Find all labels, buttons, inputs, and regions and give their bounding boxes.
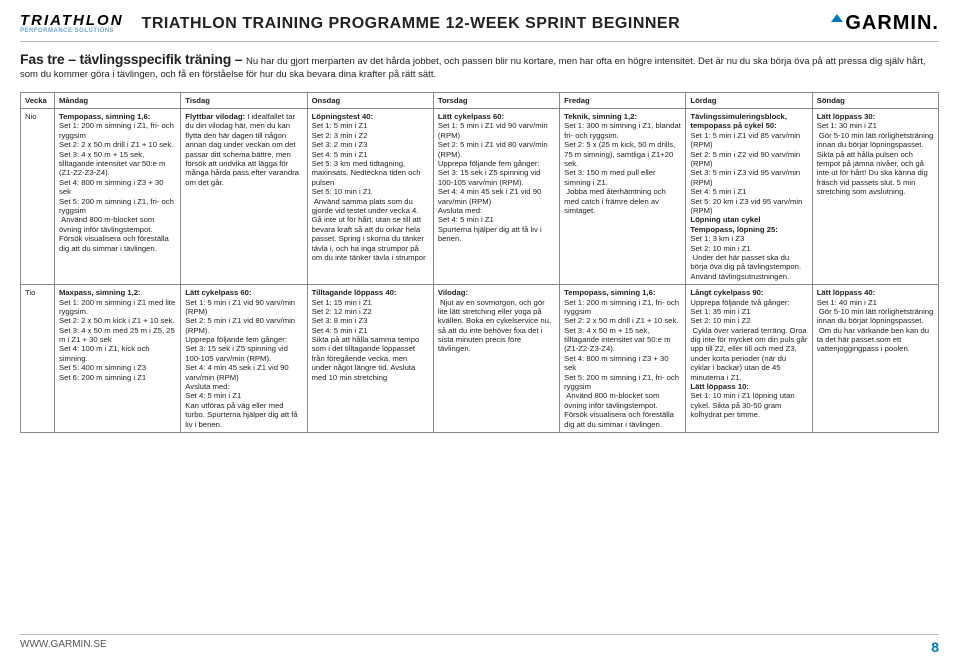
garmin-logo: GARMIN. (831, 12, 939, 35)
page-title: TRIATHLON TRAINING PROGRAMME 12-WEEK SPR… (142, 15, 832, 33)
col-wed: Onsdag (307, 92, 433, 108)
day-cell: Lätt cykelpass 60:Set 1: 5 min i Z1 vid … (181, 285, 307, 433)
day-cell: Flyttbar vilodag: I idealfallet tar du d… (181, 109, 307, 285)
col-week: Vecka (21, 92, 55, 108)
day-cell: Lätt löppass 30:Set 1: 30 min i Z1 Gör 5… (812, 109, 938, 285)
day-cell: Teknik, simning 1,2:Set 1: 300 m simning… (560, 109, 686, 285)
intro-paragraph: Fas tre – tävlingsspecifik träning – Nu … (20, 50, 939, 82)
col-fri: Fredag (560, 92, 686, 108)
page-number: 8 (931, 639, 939, 655)
day-cell: Lätt cykelpass 60:Set 1: 5 min i Z1 vid … (433, 109, 559, 285)
table-row: NioTempopass, simning 1,6:Set 1: 200 m s… (21, 109, 939, 285)
day-cell: Lätt löppass 40:Set 1: 40 min i Z1 Gör 5… (812, 285, 938, 433)
tri-logo-sub: PERFORMANCE SOLUTIONS (20, 28, 124, 34)
day-cell: Maxpass, simning 1,2:Set 1: 200 m simnin… (55, 285, 181, 433)
day-cell: Långt cykelpass 90:Upprepa följande två … (686, 285, 812, 433)
col-sat: Lördag (686, 92, 812, 108)
training-table: Vecka Måndag Tisdag Onsdag Torsdag Freda… (20, 92, 939, 433)
day-cell: Tilltagande löppass 40:Set 1: 15 min i Z… (307, 285, 433, 433)
triathlon-logo: TRIATHLON PERFORMANCE SOLUTIONS (20, 13, 124, 34)
tri-logo-main: TRIATHLON (20, 13, 124, 28)
day-cell: Tempopass, simning 1,6:Set 1: 200 m simn… (560, 285, 686, 433)
table-header-row: Vecka Måndag Tisdag Onsdag Torsdag Freda… (21, 92, 939, 108)
day-cell: Vilodag: Njut av en sovmorgon, och gör l… (433, 285, 559, 433)
col-thu: Torsdag (433, 92, 559, 108)
col-sun: Söndag (812, 92, 938, 108)
header: TRIATHLON PERFORMANCE SOLUTIONS TRIATHLO… (20, 12, 939, 42)
day-cell: Löpningstest 40:Set 1: 5 min i Z1Set 2: … (307, 109, 433, 285)
col-mon: Måndag (55, 92, 181, 108)
footer: WWW.GARMIN.SE 8 (20, 634, 939, 655)
week-cell: Nio (21, 109, 55, 285)
col-tue: Tisdag (181, 92, 307, 108)
day-cell: Tävlingssimuleringsblock, tempopass på c… (686, 109, 812, 285)
intro-lead: Fas tre – tävlingsspecifik träning – (20, 51, 246, 67)
table-row: TioMaxpass, simning 1,2:Set 1: 200 m sim… (21, 285, 939, 433)
week-cell: Tio (21, 285, 55, 433)
day-cell: Tempopass, simning 1,6:Set 1: 200 m simn… (55, 109, 181, 285)
footer-url: WWW.GARMIN.SE (20, 639, 107, 655)
